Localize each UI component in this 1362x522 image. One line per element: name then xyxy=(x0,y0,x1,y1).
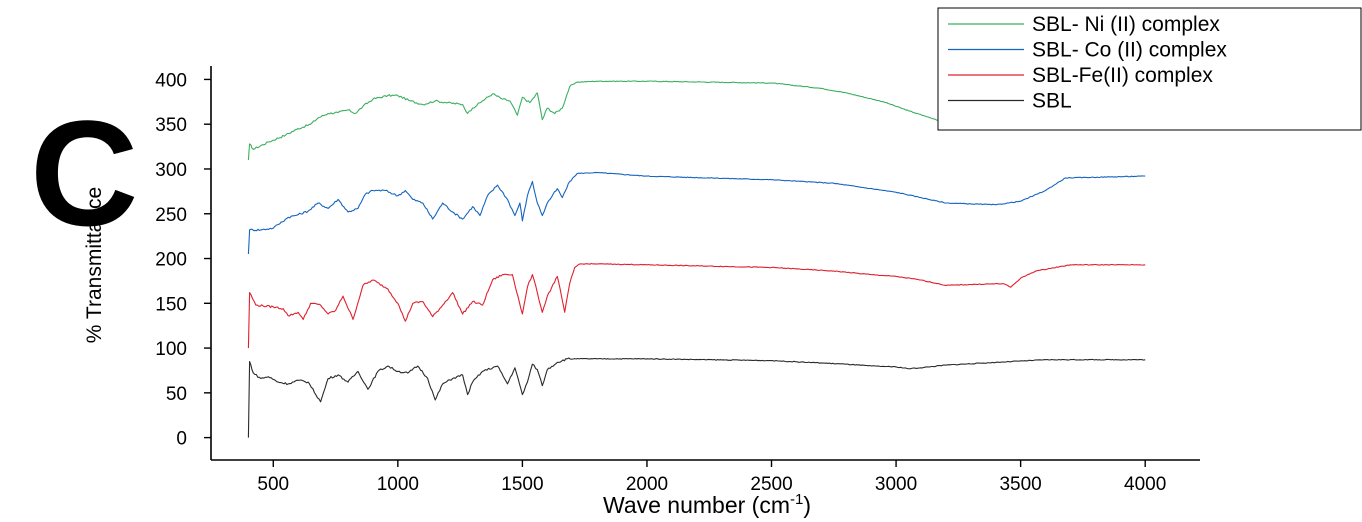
series-line-4 xyxy=(247,357,1146,438)
y-tick-label: 300 xyxy=(155,160,187,181)
legend: SBL- Ni (II) complex SBL- Co (II) complex… xyxy=(937,7,1362,131)
y-ticks: 0 50 100 150 200 250 300 350 400 xyxy=(155,70,211,450)
series-line-1 xyxy=(247,80,1031,161)
x-tick-label: 3000 xyxy=(875,474,917,495)
x-axis-title-exponent: -1 xyxy=(790,491,803,508)
series-line-2 xyxy=(247,171,1146,255)
legend-label: SBL- Co (II) complex xyxy=(1032,39,1227,62)
panel-label: C xyxy=(30,89,138,257)
legend-label: SBL- Ni (II) complex xyxy=(1032,13,1220,36)
x-tick-label: 2500 xyxy=(750,474,792,495)
y-tick-label: 100 xyxy=(155,339,187,360)
legend-label: SBL xyxy=(1032,90,1072,113)
x-ticks: 500 1000 1500 2000 2500 3000 3500 4000 xyxy=(257,460,1166,495)
y-tick-label: 250 xyxy=(155,205,187,226)
x-axis-title: Wave number (cm-1) xyxy=(603,491,811,518)
y-tick-label: 350 xyxy=(155,115,187,136)
x-axis-title-main: Wave number (cm xyxy=(603,492,790,518)
series-lines xyxy=(247,80,1146,438)
y-tick-label: 0 xyxy=(176,429,187,450)
y-tick-label: 400 xyxy=(155,70,187,91)
series-line-3 xyxy=(247,262,1146,349)
y-tick-label: 150 xyxy=(155,294,187,315)
y-axis-title: % Transmittance xyxy=(83,187,106,343)
legend-label: SBL-Fe(II) complex xyxy=(1032,64,1213,87)
x-tick-label: 4000 xyxy=(1124,474,1166,495)
x-tick-label: 1500 xyxy=(501,474,543,495)
y-tick-label: 200 xyxy=(155,250,187,271)
legend-box xyxy=(937,7,1362,131)
x-tick-label: 500 xyxy=(257,474,289,495)
x-tick-label: 3500 xyxy=(999,474,1041,495)
x-tick-label: 1000 xyxy=(377,474,419,495)
y-tick-label: 50 xyxy=(166,384,187,405)
x-tick-label: 2000 xyxy=(626,474,668,495)
x-axis-title-close: ) xyxy=(803,492,811,518)
